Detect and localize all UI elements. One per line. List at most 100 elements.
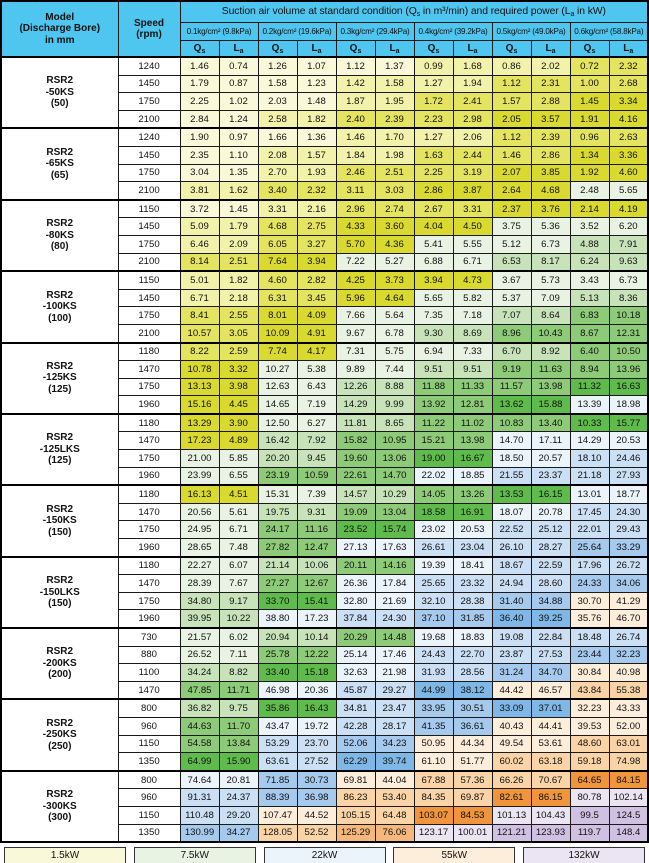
la-value-cell: 52.52 [296, 823, 337, 843]
qs-value-cell: 19.09 [335, 502, 376, 522]
qs-value-cell: 8.96 [491, 323, 532, 344]
speed-cell: 1960 [117, 609, 181, 629]
la-value-cell: 7.44 [374, 360, 415, 379]
la-value-cell: 2.88 [530, 92, 571, 111]
la-value-cell: 8.92 [530, 341, 571, 362]
qs-value-cell: 105.15 [335, 805, 376, 825]
qs-value-cell: 19.75 [257, 502, 298, 522]
la-value-cell: 70.67 [530, 769, 571, 790]
la-value-cell: 26.72 [608, 555, 649, 576]
speed-cell: 1180 [117, 555, 181, 576]
la-value-cell: 2.55 [218, 306, 259, 325]
la-value-cell: 30.73 [296, 769, 337, 790]
speed-cell: 1100 [117, 663, 181, 682]
table-header: Model (Discharge Bore) in mm Speed (rpm) Suct… [0, 0, 649, 58]
la-value-cell: 4.51 [218, 484, 259, 504]
la-value-cell: 0.97 [218, 127, 259, 147]
speed-cell: 1960 [117, 538, 181, 558]
qs-value-cell: 18.07 [491, 502, 532, 522]
la-value-cell: 20.53 [452, 520, 493, 540]
qs-value-cell: 13.39 [569, 395, 610, 415]
speed-cell: 1150 [117, 805, 181, 825]
la-value-cell: 1.62 [218, 181, 259, 201]
la-value-cell: 7.19 [296, 395, 337, 415]
la-value-cell: 9.31 [296, 502, 337, 522]
la-value-cell: 1.36 [296, 127, 337, 147]
speed-cell: 1470 [117, 502, 181, 522]
model-cell: RSR2 -250KS (250) [0, 698, 119, 772]
la-value-cell: 28.17 [374, 716, 415, 736]
la-value-cell: 74.98 [608, 752, 649, 772]
la-value-cell: 28.27 [530, 538, 571, 558]
qs-value-cell: 35.86 [257, 698, 298, 718]
qs-value-cell: 128.05 [257, 823, 298, 843]
la-value-cell: 32.23 [608, 645, 649, 665]
table-row: 1100 34.24 8.82 33.40 15.18 32.63 21.98 31.93 28… [1, 663, 649, 682]
la-value-cell: 2.32 [608, 55, 649, 76]
speed-cell: 1470 [117, 680, 181, 700]
la-value-cell: 5.38 [296, 360, 337, 379]
qs-value-cell: 66.26 [491, 769, 532, 790]
la-value-cell: 22.59 [530, 555, 571, 576]
speed-cell: 1150 [117, 198, 181, 219]
la-value-cell: 7.67 [218, 574, 259, 593]
qs-value-cell: 43.84 [569, 680, 610, 700]
la-value-cell: 44.52 [296, 805, 337, 825]
la-value-cell: 23.37 [530, 466, 571, 486]
legend-column: 22kW30kW37kW45kW [263, 847, 386, 863]
model-cell: RSR2 -300KS (300) [0, 769, 119, 843]
model-cell: RSR2 -125KS (125) [0, 341, 119, 415]
table-row: RSR2 -125LKS (125) 1180 13.29 3.90 12.50 6.27 11… [0, 412, 649, 486]
table-row: 2100 2.84 1.24 2.58 1.82 2.40 2.39 2.23 2.98 2.05… [1, 109, 649, 129]
la-value-cell: 28.38 [452, 591, 493, 611]
qs-value-cell: 26.36 [335, 574, 376, 593]
qs-value-cell: 13.01 [569, 484, 610, 504]
table-row: 960 91.31 24.37 88.39 36.98 86.23 53.40 84.35 69… [1, 788, 649, 807]
table-row: 1750 6.46 2.09 6.05 3.27 5.70 4.36 5.41 5.55 5.12… [1, 234, 649, 254]
la-value-cell: 104.43 [530, 805, 571, 825]
qs-value-cell: 2.23 [413, 109, 454, 129]
la-value-cell: 3.73 [374, 270, 415, 290]
la-value-cell: 1.95 [374, 92, 415, 111]
qs-value-cell: 103.07 [413, 805, 454, 825]
qs-value-cell: 2.05 [491, 109, 532, 129]
model-cell: RSR2 -150LKS (150) [0, 555, 119, 629]
pressure-column-header: 0.2kg/cm² (19.6kPa) [257, 22, 337, 41]
qs-value-cell: 0.96 [569, 127, 610, 147]
qs-value-cell: 26.61 [413, 538, 454, 558]
la-value-cell: 1.82 [296, 109, 337, 129]
qs-value-cell: 33.95 [413, 698, 454, 718]
qs-value-cell: 2.96 [335, 198, 376, 219]
la-value-cell: 5.61 [218, 502, 259, 522]
qs-value-cell: 5.96 [335, 288, 376, 308]
la-value-cell: 1.94 [452, 74, 493, 94]
table-title: Suction air volume at standard condition… [179, 0, 649, 23]
la-value-cell: 19.72 [296, 716, 337, 736]
la-value-cell: 44.34 [452, 734, 493, 754]
qs-value-cell: 11.81 [335, 412, 376, 433]
la-value-cell: 11.33 [452, 377, 493, 397]
la-value-cell: 7.48 [218, 538, 259, 558]
la-value-cell: 17.11 [530, 431, 571, 451]
la-value-cell: 2.09 [218, 234, 259, 254]
la-value-cell: 46.57 [530, 680, 571, 700]
qs-value-cell: 1.84 [335, 145, 376, 165]
la-value-cell: 20.53 [608, 431, 649, 451]
la-value-cell: 23.32 [452, 574, 493, 593]
qs-value-cell: 17.23 [179, 431, 220, 451]
la-value-cell: 5.73 [530, 270, 571, 290]
qs-value-cell: 23.02 [413, 520, 454, 540]
la-value-cell: 25.12 [530, 520, 571, 540]
la-value-cell: 12.81 [452, 395, 493, 415]
la-value-cell: 13.98 [530, 377, 571, 397]
la-value-cell: 20.78 [530, 502, 571, 522]
legend-column: 132kW150kW & over [523, 847, 645, 863]
qs-value-cell: 1.12 [335, 55, 376, 76]
qs-value-cell: 1.42 [335, 74, 376, 94]
qs-value-cell: 18.58 [413, 502, 454, 522]
qs-value-cell: 23.99 [179, 466, 220, 486]
speed-cell: 1750 [117, 520, 181, 540]
speed-cell: 1180 [117, 341, 181, 362]
qs-value-cell: 2.86 [413, 181, 454, 201]
qs-value-cell: 12.26 [335, 377, 376, 397]
